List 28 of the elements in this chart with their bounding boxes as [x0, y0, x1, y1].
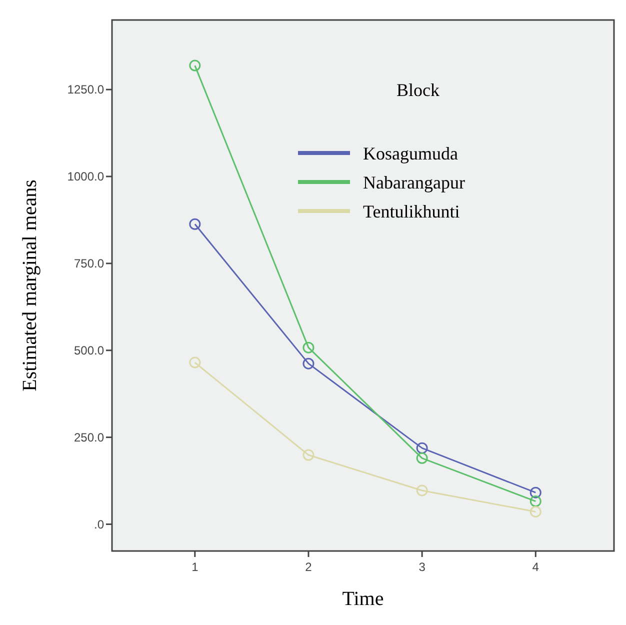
point — [530, 486, 542, 498]
point — [416, 452, 428, 464]
y-tick-label: 500.0 — [74, 344, 104, 358]
legend-title: Block — [396, 80, 440, 100]
point — [302, 342, 314, 354]
x-tick-label: 2 — [305, 560, 312, 574]
legend-label: Kosagumuda — [363, 143, 458, 164]
y-tick-label: 750.0 — [74, 256, 104, 271]
point — [416, 484, 428, 496]
point — [302, 358, 314, 370]
point — [189, 218, 201, 230]
x-tick-label: 3 — [418, 560, 426, 574]
y-tick-label: 250.0 — [74, 430, 104, 444]
y-tick-label: 1000.0 — [67, 170, 104, 184]
legend-label: Nabarangapur — [363, 172, 465, 192]
point — [530, 496, 542, 508]
y-axis-title: Estimated marginal means — [19, 179, 41, 392]
x-axis-title: Time — [342, 588, 384, 610]
x-tick-label: 4 — [532, 560, 540, 574]
legend-label: Tentulikhunti — [363, 201, 460, 222]
point — [189, 356, 201, 368]
y-tick-label: .0 — [94, 517, 104, 532]
y-tick-label: 1250.0 — [67, 82, 104, 97]
point — [189, 60, 201, 72]
x-tick-label: 1 — [192, 560, 199, 574]
point — [416, 442, 428, 454]
point — [530, 506, 542, 518]
point — [302, 449, 314, 461]
